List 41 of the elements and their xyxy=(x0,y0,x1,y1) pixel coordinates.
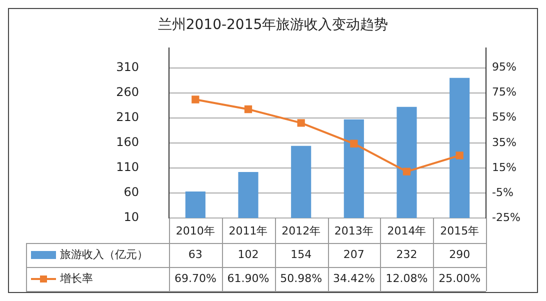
point xyxy=(297,119,305,127)
x-tick-label: 2011年 xyxy=(228,224,268,238)
legend-label: 旅游收入（亿元） xyxy=(60,248,148,261)
data-label: 102 xyxy=(238,248,259,261)
data-label: 232 xyxy=(396,248,418,261)
y-tick-label: 60 xyxy=(124,185,139,200)
y-tick-label: 210 xyxy=(116,110,139,124)
y-tick-label: 110 xyxy=(116,160,139,174)
point xyxy=(192,96,200,104)
data-label: 207 xyxy=(343,248,364,261)
y2-tick-label: 55% xyxy=(492,110,516,124)
y2-tick-label: 15% xyxy=(492,160,516,174)
y2-tick-label: -25% xyxy=(492,210,520,224)
chart-title: 兰州2010-2015年旅游收入变动趋势 xyxy=(158,17,388,34)
point xyxy=(456,152,464,160)
point xyxy=(350,140,358,148)
legend-label: 增长率 xyxy=(59,272,93,285)
data-label: 154 xyxy=(290,248,312,261)
data-label: 25.00% xyxy=(438,272,481,285)
x-tick-label: 2015年 xyxy=(440,224,480,238)
point xyxy=(402,168,411,176)
y2-tick-label: 75% xyxy=(492,86,516,99)
x-tick-label: 2013年 xyxy=(334,224,374,238)
y2-tick-label: -5% xyxy=(492,186,514,199)
y2-tick-label: 35% xyxy=(492,136,516,149)
data-label: 63 xyxy=(188,248,202,261)
x-tick-label: 2010年 xyxy=(176,224,215,238)
data-label: 61.90% xyxy=(227,272,270,285)
x-tick-label: 2012年 xyxy=(282,224,321,238)
data-label: 12.08% xyxy=(386,272,428,285)
y-tick-label: 160 xyxy=(116,135,139,150)
y-tick-label: 10 xyxy=(124,210,139,224)
x-tick-label: 2014年 xyxy=(387,224,426,238)
point xyxy=(244,105,252,114)
data-label: 50.98% xyxy=(280,272,322,285)
y2-tick-label: 95% xyxy=(492,60,516,74)
y-tick-label: 260 xyxy=(116,84,139,99)
data-label: 34.42% xyxy=(332,272,375,285)
data-label: 290 xyxy=(449,248,470,261)
y-tick-label: 310 xyxy=(116,60,139,74)
data-label: 69.70% xyxy=(174,272,216,285)
